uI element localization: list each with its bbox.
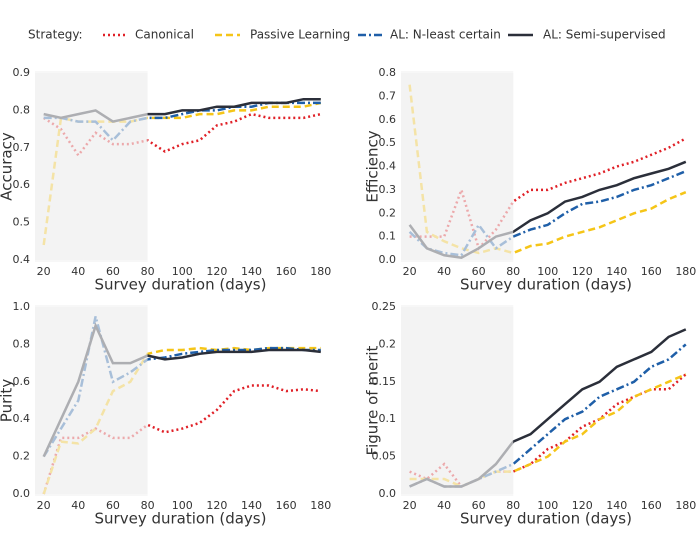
x-tick-label: 20 (37, 265, 51, 278)
y-tick-label: 0.15 (372, 375, 397, 388)
y-axis-label: Efficiency (364, 130, 382, 202)
series-line (43, 101, 321, 143)
x-tick-label: 20 (403, 499, 417, 512)
y-tick-label: 0.2 (379, 206, 397, 219)
y-tick-label: 0.0 (13, 487, 31, 500)
x-tick-label: 160 (276, 499, 297, 512)
x-tick-label: 100 (537, 499, 558, 512)
y-tick-label: 0.6 (379, 113, 397, 126)
x-tick-label: 60 (472, 265, 486, 278)
subplot: 0.0 0.1 0.2 0.3 0.4 0.5 0.6 0.7 0.8 20 40 60 80 100 12… (364, 66, 697, 294)
x-axis-label: Survey duration (days) (460, 276, 632, 294)
y-tick-label: 0.8 (379, 66, 397, 79)
x-tick-label: 80 (506, 499, 520, 512)
x-tick-label: 100 (537, 265, 558, 278)
x-tick-label: 20 (403, 265, 417, 278)
shaded-overlay (401, 71, 514, 262)
x-tick-label: 60 (472, 499, 486, 512)
y-tick-label: 0.5 (13, 216, 31, 229)
y-tick-label: 0.4 (13, 253, 31, 266)
x-tick-label: 100 (172, 499, 193, 512)
x-tick-label: 120 (206, 265, 227, 278)
series-line (42, 346, 321, 495)
x-tick-label: 60 (106, 265, 120, 278)
y-tick-label: 0.9 (13, 66, 31, 79)
y-tick-label: 0.1 (379, 412, 397, 425)
x-tick-label: 40 (437, 265, 451, 278)
x-tick-label: 120 (572, 499, 593, 512)
series-line (42, 384, 321, 495)
legend-title: Strategy: (28, 28, 83, 42)
x-tick-label: 120 (206, 499, 227, 512)
y-tick-label: 1.0 (13, 300, 31, 313)
x-axis-label: Survey duration (days) (95, 510, 267, 528)
legend-label: Passive Learning (250, 28, 350, 42)
y-tick-label: 0.3 (379, 183, 397, 196)
legend-label: AL: N-least certain (390, 28, 501, 42)
y-tick-label: 0.4 (379, 160, 397, 173)
shaded-overlay (401, 305, 514, 496)
x-tick-label: 60 (106, 499, 120, 512)
y-tick-label: 0.4 (13, 412, 31, 425)
x-axis-label: Survey duration (days) (460, 510, 632, 528)
x-tick-label: 20 (37, 499, 51, 512)
x-tick-label: 140 (241, 499, 262, 512)
x-tick-label: 80 (141, 499, 155, 512)
subplot: 0.0 0.05 0.1 0.15 0.2 0.25 20 40 60 80 100 120 140 16… (364, 300, 697, 528)
x-tick-label: 80 (141, 265, 155, 278)
x-tick-label: 140 (606, 265, 627, 278)
y-axis-label: Figure of merit (364, 345, 382, 455)
x-tick-label: 120 (572, 265, 593, 278)
y-tick-label: 0.2 (379, 337, 397, 350)
y-tick-label: 0.2 (13, 450, 31, 463)
y-tick-label: 0.8 (13, 103, 31, 116)
x-tick-label: 80 (506, 265, 520, 278)
shaded-overlay (35, 305, 148, 496)
x-tick-label: 180 (675, 265, 696, 278)
y-tick-label: 0.1 (379, 230, 397, 243)
y-tick-label: 0.6 (13, 375, 31, 388)
y-tick-label: 0.0 (379, 253, 397, 266)
y-tick-label: 0.05 (372, 450, 397, 463)
x-tick-label: 140 (606, 499, 627, 512)
y-tick-label: 0.6 (13, 178, 31, 191)
series-line (409, 137, 687, 251)
x-tick-label: 100 (172, 265, 193, 278)
x-tick-label: 160 (641, 499, 662, 512)
x-tick-label: 40 (71, 265, 85, 278)
y-axis-label: Purity (0, 379, 16, 423)
legend-label: AL: Semi-supervised (543, 28, 666, 42)
legend-label: Canonical (135, 28, 194, 42)
x-tick-label: 180 (310, 265, 331, 278)
x-tick-label: 40 (437, 499, 451, 512)
x-axis-label: Survey duration (days) (95, 276, 267, 294)
x-tick-label: 180 (310, 499, 331, 512)
y-axis-label: Accuracy (0, 132, 16, 201)
subplot: 0.0 0.2 0.4 0.6 0.8 1.0 20 40 60 80 100 120 140 160 18… (0, 300, 331, 528)
y-tick-label: 0.0 (379, 487, 397, 500)
y-tick-label: 0.25 (372, 300, 397, 313)
x-tick-label: 140 (241, 265, 262, 278)
y-tick-label: 0.7 (379, 89, 397, 102)
x-tick-label: 160 (276, 265, 297, 278)
y-tick-label: 0.5 (379, 136, 397, 149)
y-tick-label: 0.7 (13, 141, 31, 154)
subplot: 0.4 0.5 0.6 0.7 0.8 0.9 20 40 60 80 100 120 140 160 18… (0, 66, 331, 294)
x-tick-label: 40 (71, 499, 85, 512)
x-tick-label: 180 (675, 499, 696, 512)
y-tick-label: 0.8 (13, 337, 31, 350)
x-tick-label: 160 (641, 265, 662, 278)
shaded-overlay (35, 71, 148, 262)
